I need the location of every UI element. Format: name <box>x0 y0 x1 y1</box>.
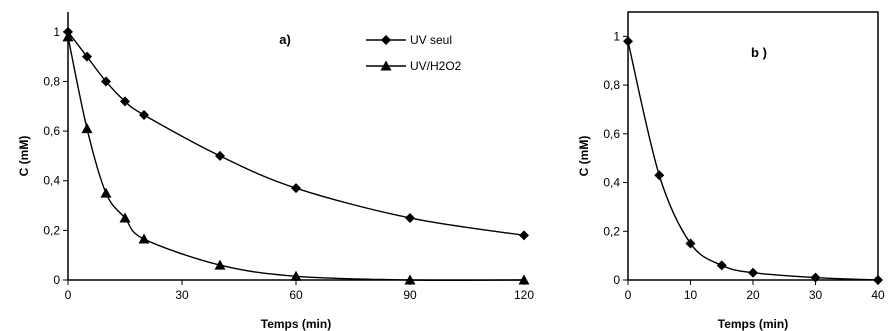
data-point <box>101 76 111 87</box>
data-point <box>82 51 92 62</box>
y-tick-label: 1 <box>53 25 60 39</box>
series-line <box>67 31 525 237</box>
y-tick-label: 0,6 <box>603 127 620 141</box>
x-tick-label: 0 <box>625 288 632 302</box>
data-point <box>623 36 633 47</box>
data-point <box>518 274 530 285</box>
data-point <box>873 275 883 285</box>
x-tick-label: 30 <box>175 288 189 302</box>
y-tick-label: 0 <box>53 273 60 287</box>
data-point <box>100 187 112 198</box>
data-point <box>62 31 74 42</box>
series-main <box>623 36 883 285</box>
y-tick-label: 0,8 <box>43 74 60 88</box>
x-axis-label: Temps (min) <box>718 317 788 331</box>
legend-marker <box>380 60 392 71</box>
legend-label: UV/H2O2 <box>410 59 462 73</box>
x-tick-label: 120 <box>514 288 534 302</box>
x-tick-label: 0 <box>65 288 72 302</box>
x-tick-label: 30 <box>809 288 823 302</box>
data-point <box>748 267 758 278</box>
legend-label: UV seul <box>410 33 452 47</box>
data-point <box>138 233 150 244</box>
x-tick-label: 20 <box>746 288 760 302</box>
x-tick-label: 10 <box>684 288 698 302</box>
x-tick-label: 40 <box>871 288 885 302</box>
y-tick-label: 0,2 <box>43 223 60 237</box>
legend-marker <box>381 35 391 45</box>
y-tick-label: 0 <box>613 273 620 287</box>
legend-entry: UV seul <box>366 33 452 47</box>
chart-panel-a: 0 0,2 0,4 0,6 0,8 1 0 30 60 90 120 Temps (min) C (mM… <box>17 12 534 331</box>
data-point <box>404 274 416 285</box>
y-tick-label: 0,6 <box>43 124 60 138</box>
y-axis-label: C (mM) <box>17 136 31 177</box>
y-tick-label: 0,8 <box>603 78 620 92</box>
data-point <box>214 259 226 270</box>
y-tick-label: 1 <box>613 29 620 43</box>
data-point <box>291 183 301 194</box>
data-point <box>215 150 225 161</box>
series-line <box>67 36 525 281</box>
series-line <box>627 41 879 281</box>
x-tick-label: 60 <box>289 288 303 302</box>
x-tick-label: 90 <box>403 288 417 302</box>
y-tick-label: 0,4 <box>43 174 60 188</box>
data-point <box>119 212 131 223</box>
y-axis-label: C (mM) <box>577 136 591 177</box>
data-point <box>120 96 130 107</box>
panel-title: b ) <box>751 45 767 60</box>
legend-entry: UV/H2O2 <box>366 59 462 73</box>
series-uv-seul <box>63 26 529 241</box>
data-point <box>290 270 302 281</box>
data-point <box>685 238 696 249</box>
data-point <box>405 212 415 223</box>
series-uv-h2o2 <box>62 31 530 285</box>
data-point <box>716 260 727 271</box>
panel-title: a) <box>279 32 291 47</box>
data-point <box>654 170 665 181</box>
data-point <box>139 109 149 120</box>
data-point <box>810 272 821 283</box>
data-point <box>81 123 93 134</box>
y-tick-label: 0,4 <box>603 176 620 190</box>
x-axis-label: Temps (min) <box>261 317 331 331</box>
data-point <box>519 230 529 241</box>
y-tick-label: 0,2 <box>603 224 620 238</box>
